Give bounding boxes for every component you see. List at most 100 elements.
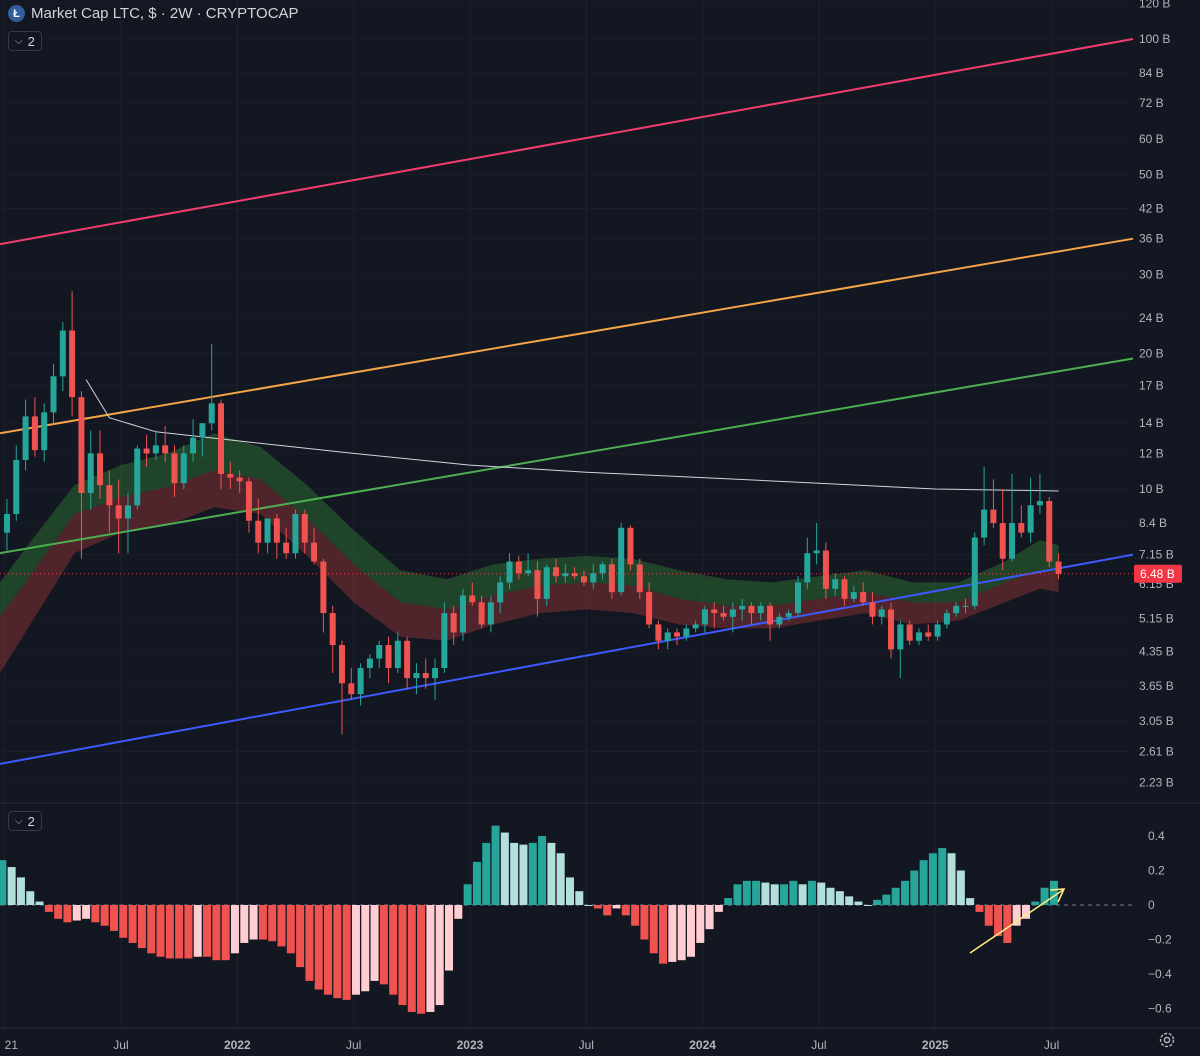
oscillator-bar [82,905,91,919]
oscillator-bar [873,899,882,905]
candle-body [757,605,764,614]
candle-body [292,513,299,554]
candle-body [450,613,457,633]
candle-body [106,485,113,506]
oscillator-bar [668,905,677,962]
settings-gear-icon[interactable] [1158,1031,1176,1049]
candle [1046,496,1053,568]
candle-body [767,605,774,625]
oscillator-bar [910,870,919,905]
candle-body [571,573,578,577]
candle-body [608,564,615,593]
series-line-3 [0,553,1134,765]
time-tick-label: 2025 [922,1038,949,1052]
candle [50,363,57,424]
candle [1009,473,1016,562]
oscillator-bar [538,836,547,905]
candle-body [897,624,904,650]
chart-header[interactable]: Ł Market Cap LTC, $ · 2W · CRYPTOCAP [8,5,299,22]
price-tick-label: 3.65 B [1139,679,1174,693]
oscillator-bar [91,905,100,923]
candle [106,470,113,533]
candle-body [720,613,727,617]
price-tick-label: 5.15 B [1139,612,1174,626]
candle [190,419,197,462]
candle [785,609,792,621]
candle [22,399,29,471]
oscillator-bar [807,880,816,905]
candle [199,423,206,457]
candle-body [255,520,262,543]
oscillator-bar [882,894,891,905]
oscillator-bar [845,896,854,905]
oscillator-bar [742,880,751,905]
candle [301,509,308,554]
oscillator-legend-toggle[interactable]: ⌵ 2 [8,811,42,831]
price-tick-label: 7.15 B [1139,548,1174,562]
candle-body [971,537,978,606]
oscillator-bar [612,905,621,909]
candle [311,527,318,565]
candle-body [115,505,122,519]
candle [925,624,932,641]
oscillator-bar [435,905,444,1006]
candle-body [311,542,318,562]
main-legend-toggle[interactable]: ⌵ 2 [8,31,42,51]
candle [255,499,262,554]
candle [888,602,895,659]
candle [134,445,141,510]
candle-body [785,613,792,617]
candle-body [701,609,708,625]
candle-body [394,640,401,669]
candle [515,555,522,580]
oscillator-bar [621,905,630,916]
candle-body [199,423,206,438]
oscillator-bar [35,901,44,905]
oscillator-bar [547,842,556,905]
candles [3,291,1062,735]
candle [59,322,66,392]
price-tick-label: 36 B [1139,232,1164,246]
candle-body [729,609,736,617]
oscillator-bar [379,905,388,985]
candle [627,525,634,571]
candle [543,564,550,606]
price-tick-label: 120 B [1139,0,1170,10]
candle [3,499,10,551]
oscillator-bar [854,901,863,905]
candle [757,602,764,621]
candle [497,576,504,614]
candle [1055,553,1062,580]
oscillator-bar [454,905,463,919]
oscillator-bar [258,905,267,940]
candle [990,479,997,528]
candle [999,489,1006,571]
oscillator-bar [1031,901,1040,905]
candle [394,632,401,674]
oscillator-bar [1003,905,1012,943]
candle-body [655,624,662,641]
oscillator-bar [333,905,342,999]
candle [878,605,885,625]
time-tick-label: Jul [811,1038,826,1052]
candle [562,564,569,583]
candle [329,605,336,674]
last-price-badge-bg [1134,564,1182,583]
candle-body [804,553,811,583]
price-tick-label: 3.05 B [1139,714,1174,728]
ribbon-bands [0,433,1059,673]
candle-body [888,609,895,650]
oscillator-bar [817,882,826,905]
oscillator-histogram: 0.4 0.2 0 −0.2 −0.4 −0.6 [0,825,1172,1016]
oscillator-bar [147,905,156,954]
candle [841,576,848,606]
oscillator-bar [1012,905,1021,926]
candle [711,602,718,629]
oscillator-tick-label: −0.4 [1148,967,1172,981]
candle [915,628,922,646]
oscillator-bar [919,860,928,905]
candle [636,558,643,599]
candle-body [441,613,448,669]
candle [804,537,811,589]
